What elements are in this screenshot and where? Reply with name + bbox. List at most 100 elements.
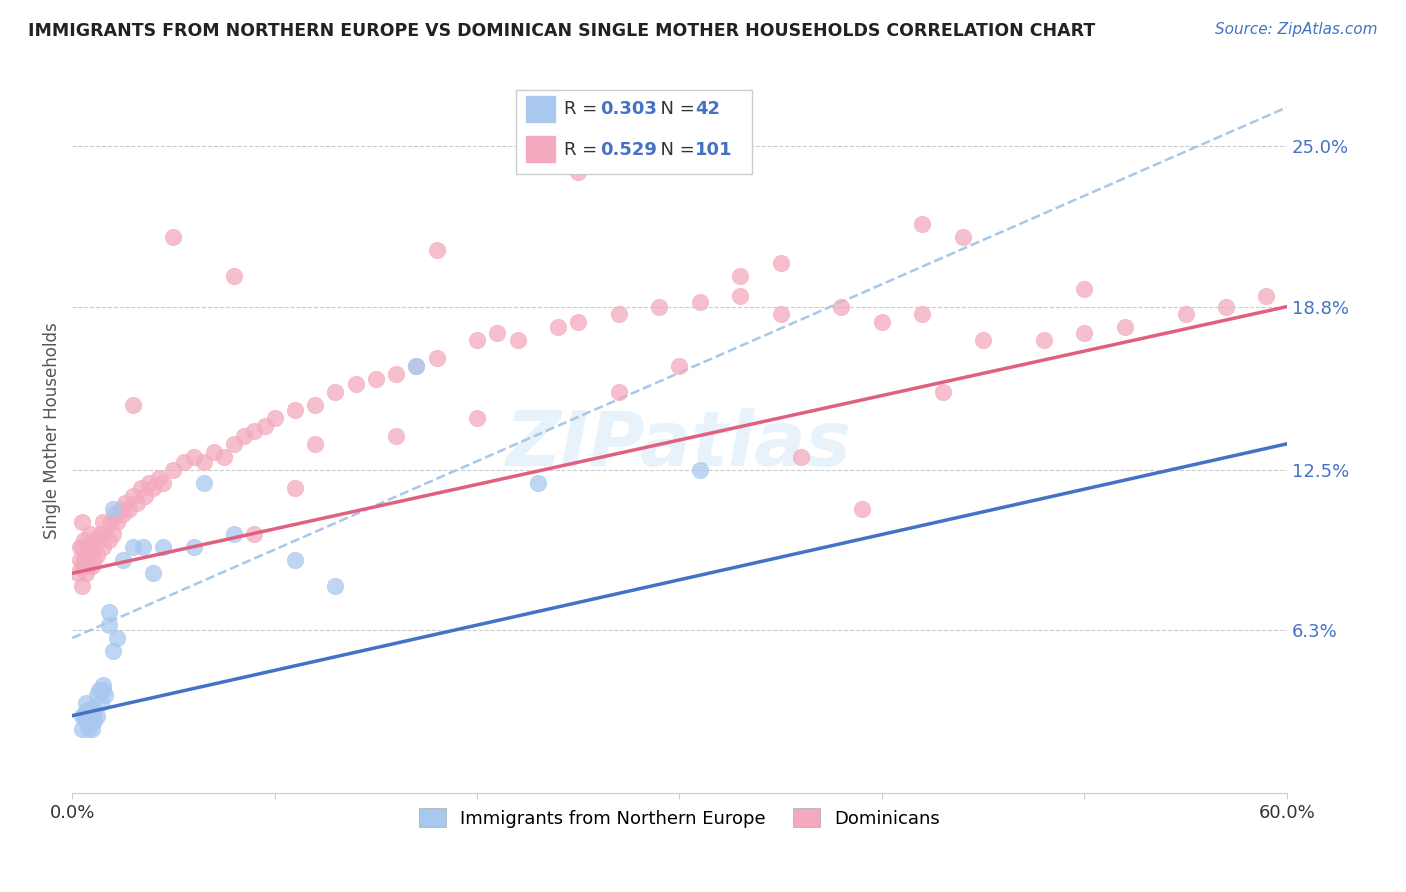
Point (86, 688, 108, 702)
Point (104, 507, 127, 521)
Point (90, 527, 112, 541)
Point (911, 217, 934, 231)
Point (100, 515, 122, 529)
Point (75, 696, 97, 710)
FancyBboxPatch shape (526, 95, 555, 123)
Point (77, 708, 100, 723)
Point (465, 411, 488, 425)
Point (526, 475, 548, 490)
Point (110, 501, 132, 516)
Point (304, 398, 326, 412)
Point (83, 714, 105, 728)
Text: Source: ZipAtlas.com: Source: ZipAtlas.com (1215, 22, 1378, 37)
Point (82, 708, 104, 723)
Point (75, 704, 97, 718)
Point (506, 334, 529, 348)
Point (689, 463, 711, 477)
Point (72, 708, 94, 723)
Point (1073, 281, 1095, 295)
Point (138, 475, 160, 490)
Point (689, 294, 711, 309)
Point (93, 688, 115, 702)
Point (870, 315, 893, 329)
Point (72, 722, 94, 736)
Point (122, 489, 145, 503)
Point (93, 527, 115, 541)
Point (77, 558, 100, 573)
Point (1256, 289, 1278, 303)
Point (405, 359, 427, 374)
Point (851, 501, 873, 516)
Point (75, 566, 97, 581)
Point (91, 682, 114, 697)
Point (129, 481, 152, 495)
Point (830, 300, 852, 314)
Point (77, 722, 100, 736)
Point (972, 334, 994, 348)
Point (152, 541, 174, 555)
Point (284, 481, 307, 495)
Legend: Immigrants from Northern Europe, Dominicans: Immigrants from Northern Europe, Dominic… (412, 801, 948, 835)
Point (162, 229, 184, 244)
Point (284, 553, 307, 567)
Point (162, 463, 184, 477)
Point (325, 385, 347, 400)
Point (79, 527, 101, 541)
Point (72, 515, 94, 529)
Point (607, 385, 630, 400)
Text: 0.303: 0.303 (600, 100, 658, 118)
Point (86, 548, 108, 562)
Point (202, 444, 225, 458)
Point (1215, 300, 1237, 314)
Point (83, 704, 105, 718)
Point (263, 411, 285, 425)
Point (952, 229, 974, 244)
Point (79, 548, 101, 562)
Point (75, 714, 97, 728)
Point (72, 579, 94, 593)
Point (118, 501, 141, 516)
Point (91, 678, 114, 692)
Point (101, 501, 124, 516)
Point (90, 696, 112, 710)
Point (82, 714, 104, 728)
Point (122, 398, 145, 412)
Point (224, 527, 246, 541)
Point (73, 708, 96, 723)
Point (83, 553, 105, 567)
Text: N =: N = (650, 141, 700, 159)
Point (385, 367, 408, 381)
Point (911, 308, 934, 322)
Text: R =: R = (564, 100, 603, 118)
Point (69, 541, 91, 555)
Point (82, 558, 104, 573)
Point (1174, 308, 1197, 322)
Point (142, 481, 165, 495)
Point (183, 450, 205, 464)
Point (91, 515, 114, 529)
Point (69, 553, 91, 567)
Point (87, 682, 110, 697)
Point (111, 553, 134, 567)
Point (105, 515, 128, 529)
Point (105, 631, 128, 645)
Point (72, 541, 94, 555)
Point (75, 548, 97, 562)
Point (547, 320, 569, 334)
Point (83, 533, 105, 547)
Text: 42: 42 (695, 100, 720, 118)
Point (125, 496, 148, 510)
Point (1073, 326, 1095, 340)
Point (567, 315, 589, 329)
Point (607, 308, 630, 322)
Point (728, 289, 751, 303)
Point (67, 566, 90, 581)
Point (364, 372, 387, 386)
Point (86, 708, 108, 723)
Point (668, 359, 690, 374)
Point (212, 450, 235, 464)
Point (73, 553, 96, 567)
Text: ZIPatlas: ZIPatlas (506, 409, 852, 483)
Point (233, 429, 256, 443)
Point (111, 507, 134, 521)
